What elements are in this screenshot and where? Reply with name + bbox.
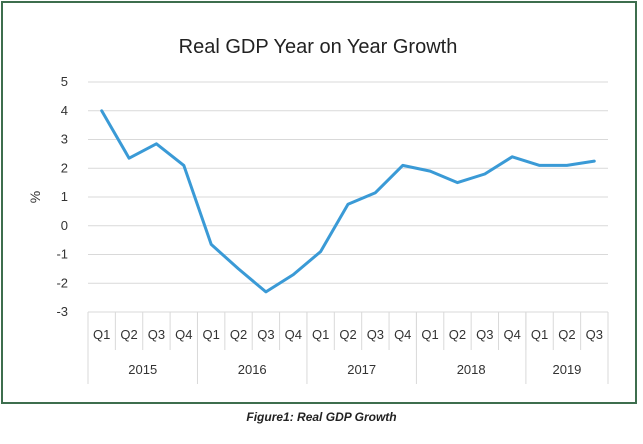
year-group-labels: 2015 2016 2017 2018 2019 [128, 362, 581, 377]
y-tick-labels: 5 4 3 2 1 0 -1 -2 -3 [56, 74, 68, 319]
x-tick-label: Q3 [148, 327, 165, 342]
x-tick-label: Q1 [312, 327, 329, 342]
y-tick-label: 0 [61, 218, 68, 233]
gridlines [87, 81, 609, 384]
x-tick-label: Q2 [230, 327, 247, 342]
x-tick-label: Q2 [449, 327, 466, 342]
figure-caption: Figure1: Real GDP Growth [246, 410, 397, 424]
y-axis-label: % [27, 191, 43, 203]
group-label: 2016 [238, 362, 267, 377]
series-lines [100, 109, 596, 294]
chart-frame [1, 1, 637, 404]
series-line [100, 109, 596, 294]
chart-title: Real GDP Year on Year Growth [179, 36, 458, 58]
x-tick-label: Q4 [394, 327, 411, 342]
x-tick-label: Q2 [558, 327, 575, 342]
x-tick-label: Q3 [367, 327, 384, 342]
group-label: 2018 [457, 362, 486, 377]
y-tick-label: 5 [61, 74, 68, 89]
y-tick-label: 3 [61, 132, 68, 147]
x-tick-label: Q1 [93, 327, 110, 342]
y-tick-label: -3 [56, 304, 68, 319]
x-tick-label: Q2 [339, 327, 356, 342]
x-tick-label: Q1 [531, 327, 548, 342]
x-tick-label: Q1 [202, 327, 219, 342]
y-tick-label: 2 [61, 160, 68, 175]
x-tick-label: Q1 [421, 327, 438, 342]
x-tick-labels: Q1 Q2 Q3 Q4 Q1 Q2 Q3 Q4 Q1 Q2 Q3 Q4 Q1 Q2 Q3 Q4 Q1 Q2 Q3 [93, 327, 603, 342]
x-tick-label: Q3 [257, 327, 274, 342]
x-tick-label: Q3 [476, 327, 493, 342]
y-tick-label: -1 [56, 247, 68, 262]
x-tick-label: Q4 [504, 327, 521, 342]
x-tick-label: Q2 [120, 327, 137, 342]
group-label: 2017 [347, 362, 376, 377]
x-tick-label: Q4 [175, 327, 192, 342]
line-chart: Real GDP Year on Year Growth % 5 4 3 2 1 0 -1 -… [27, 36, 609, 384]
y-tick-label: 4 [61, 103, 68, 118]
group-label: 2019 [552, 362, 581, 377]
y-tick-label: 1 [61, 189, 68, 204]
group-label: 2015 [128, 362, 157, 377]
x-tick-label: Q3 [586, 327, 603, 342]
y-tick-label: -2 [56, 275, 68, 290]
x-tick-label: Q4 [285, 327, 302, 342]
